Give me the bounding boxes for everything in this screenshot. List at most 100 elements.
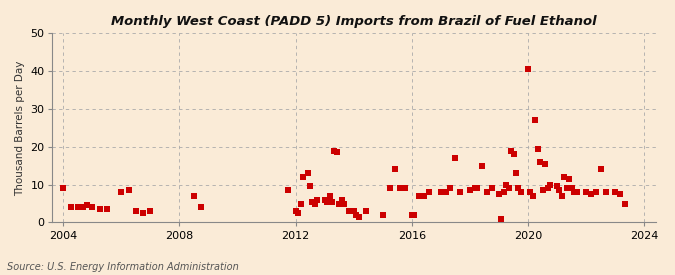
Point xyxy=(513,186,524,191)
Point xyxy=(470,186,481,191)
Point xyxy=(620,201,630,206)
Point xyxy=(310,201,321,206)
Point xyxy=(464,188,475,192)
Point xyxy=(319,197,330,202)
Point xyxy=(508,152,519,156)
Y-axis label: Thousand Barrels per Day: Thousand Barrels per Day xyxy=(15,60,25,196)
Point xyxy=(535,160,545,164)
Point xyxy=(87,205,98,210)
Point xyxy=(481,190,492,194)
Point xyxy=(441,190,452,194)
Point xyxy=(423,190,434,194)
Point xyxy=(499,190,510,194)
Point xyxy=(327,199,338,204)
Point xyxy=(510,171,521,175)
Text: Source: U.S. Energy Information Administration: Source: U.S. Energy Information Administ… xyxy=(7,262,238,272)
Point xyxy=(455,190,466,194)
Point xyxy=(130,209,141,213)
Point xyxy=(450,156,461,160)
Point xyxy=(533,147,543,151)
Point xyxy=(600,190,611,194)
Point xyxy=(196,205,207,210)
Point xyxy=(503,186,514,191)
Point xyxy=(516,190,526,194)
Point xyxy=(557,194,568,198)
Point xyxy=(295,201,306,206)
Point xyxy=(580,190,591,194)
Point xyxy=(58,186,69,191)
Point xyxy=(305,184,316,189)
Point xyxy=(348,209,359,213)
Point xyxy=(551,184,562,189)
Point xyxy=(542,186,553,191)
Point xyxy=(385,186,396,191)
Point xyxy=(445,186,456,191)
Point xyxy=(138,211,148,215)
Point xyxy=(545,182,556,187)
Point xyxy=(554,188,565,192)
Point xyxy=(615,192,626,196)
Point xyxy=(414,194,425,198)
Point xyxy=(493,192,504,196)
Point xyxy=(324,194,335,198)
Point xyxy=(496,216,507,221)
Point xyxy=(283,188,294,192)
Point xyxy=(389,167,400,172)
Point xyxy=(292,211,303,215)
Point xyxy=(406,213,417,217)
Point xyxy=(377,213,388,217)
Point xyxy=(539,162,550,166)
Point xyxy=(334,201,345,206)
Point xyxy=(329,148,340,153)
Point xyxy=(78,205,88,210)
Point xyxy=(418,194,429,198)
Point xyxy=(353,214,364,219)
Point xyxy=(344,209,354,213)
Point xyxy=(610,190,620,194)
Point xyxy=(559,175,570,179)
Point xyxy=(339,201,350,206)
Point xyxy=(562,186,572,191)
Point xyxy=(145,209,156,213)
Point xyxy=(336,197,347,202)
Point xyxy=(124,188,134,192)
Point xyxy=(522,67,533,72)
Point xyxy=(331,150,342,155)
Point xyxy=(312,197,323,202)
Title: Monthly West Coast (PADD 5) Imports from Brazil of Fuel Ethanol: Monthly West Coast (PADD 5) Imports from… xyxy=(111,15,597,28)
Point xyxy=(435,190,446,194)
Point xyxy=(501,182,512,187)
Point xyxy=(487,186,497,191)
Point xyxy=(188,194,199,198)
Point xyxy=(409,213,420,217)
Point xyxy=(530,118,541,122)
Point xyxy=(82,203,92,208)
Point xyxy=(298,175,308,179)
Point xyxy=(506,148,516,153)
Point xyxy=(477,164,487,168)
Point xyxy=(595,167,606,172)
Point xyxy=(566,186,577,191)
Point xyxy=(472,186,483,191)
Point xyxy=(394,186,405,191)
Point xyxy=(65,205,76,210)
Point xyxy=(571,190,582,194)
Point xyxy=(537,188,548,192)
Point xyxy=(591,190,601,194)
Point xyxy=(351,213,362,217)
Point xyxy=(302,171,313,175)
Point xyxy=(528,194,539,198)
Point xyxy=(586,192,597,196)
Point xyxy=(101,207,112,211)
Point xyxy=(568,190,579,194)
Point xyxy=(525,190,536,194)
Point xyxy=(72,205,83,210)
Point xyxy=(360,209,371,213)
Point xyxy=(321,199,332,204)
Point xyxy=(94,207,105,211)
Point xyxy=(290,209,301,213)
Point xyxy=(116,190,127,194)
Point xyxy=(399,186,410,191)
Point xyxy=(564,177,574,181)
Point xyxy=(307,199,318,204)
